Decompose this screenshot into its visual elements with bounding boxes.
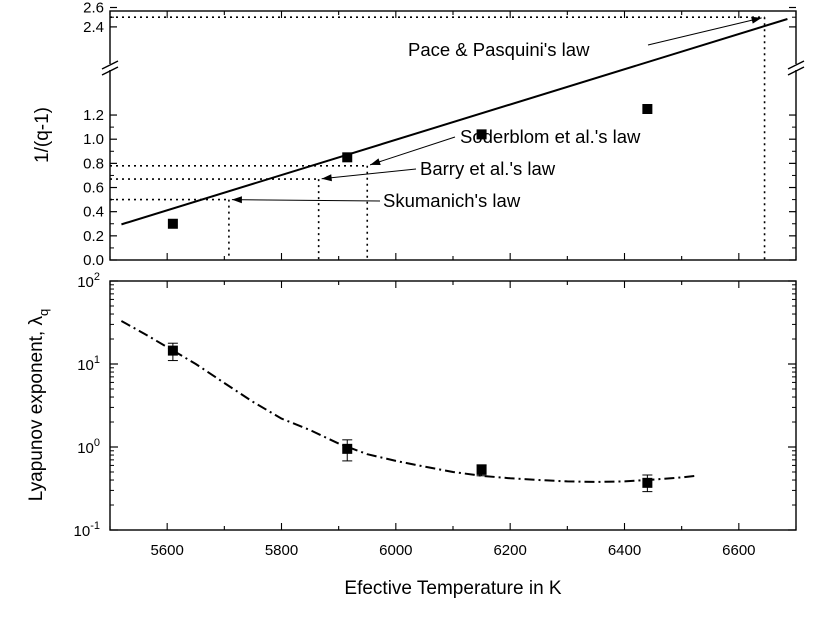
- tick-base: 10: [77, 274, 94, 291]
- law-arrow-head: [321, 174, 332, 182]
- top-fit-line: [121, 18, 788, 226]
- top-y-tick-label-upper: 2.6: [83, 0, 104, 17]
- tick-exponent: 1: [94, 354, 100, 366]
- bottom-ticks: [109, 280, 797, 531]
- axis-break-slash: [101, 60, 119, 70]
- top-y-tick-label: 0.6: [83, 180, 104, 197]
- x-tick-label: 5800: [265, 542, 298, 559]
- x-tick-label: 5600: [150, 542, 183, 559]
- tick-base: 10: [77, 440, 94, 457]
- law-arrow-shaft: [369, 136, 456, 166]
- tick-exponent: -1: [90, 520, 100, 532]
- top-reference-lines: [110, 16, 766, 260]
- x-tick-label: 6000: [379, 542, 412, 559]
- top-data-point: [167, 218, 178, 229]
- bottom-y-tick-label: 101: [77, 354, 100, 374]
- law-arrow-head: [231, 196, 242, 204]
- law-arrow-shaft: [647, 17, 762, 46]
- axis-break-slash: [787, 66, 805, 76]
- x-tick-label: 6200: [493, 542, 526, 559]
- tick-exponent: 2: [94, 271, 100, 283]
- law-arrow-shaft: [231, 199, 381, 202]
- bottom-data-point: [342, 443, 353, 454]
- top-y-tick-label: 0.4: [83, 204, 104, 221]
- x-axis-title: Efective Temperature in K: [344, 578, 562, 599]
- top-y-tick-label: 0.8: [83, 155, 104, 172]
- axis-break-slash: [101, 66, 119, 76]
- tick-exponent: 0: [94, 437, 100, 449]
- law-arrow-shaft: [321, 168, 417, 180]
- top-y-tick-label: 1.0: [83, 131, 104, 148]
- bottom-y-axis-subscript: q: [36, 309, 51, 316]
- top-y-axis-title: 1/(q-1): [32, 107, 53, 163]
- top-data-points: [167, 104, 653, 229]
- top-y-tick-label-upper: 2.4: [83, 19, 104, 36]
- top-data-point: [342, 152, 353, 163]
- top-tick-labels: 0.0 0.2 0.4 0.6 0.8 1.0 1.2 2.4 2.6: [83, 0, 104, 269]
- top-ticks: [109, 6, 797, 261]
- bottom-data-point: [642, 477, 653, 488]
- top-y-tick-label: 0.0: [83, 252, 104, 269]
- law-label-pace: Pace & Pasquini's law: [408, 39, 590, 60]
- x-tick-label: 6600: [722, 542, 755, 559]
- x-tick-label: 6400: [608, 542, 641, 559]
- bottom-y-axis-title: Lyapunov exponent, λq: [26, 309, 51, 501]
- bottom-panel-frame: [109, 280, 797, 531]
- top-data-point: [476, 129, 487, 140]
- law-arrow-head: [370, 158, 381, 166]
- axis-break-slash: [787, 60, 805, 70]
- bottom-data-point: [167, 345, 178, 356]
- top-y-tick-label: 1.2: [83, 107, 104, 124]
- axis-break: [101, 60, 805, 76]
- fit-line: [121, 18, 788, 226]
- tick-base: 10: [77, 357, 94, 374]
- top-panel: 0.0 0.2 0.4 0.6 0.8 1.0 1.2 2.4 2.6 Pace & Pasqu…: [32, 0, 805, 269]
- law-label-barry: Barry et al.'s law: [420, 158, 556, 179]
- bottom-data-point: [476, 464, 487, 475]
- bottom-y-axis-title-text: Lyapunov exponent, λ: [26, 316, 47, 502]
- tick-base: 10: [74, 523, 91, 540]
- law-arrows: [231, 16, 762, 204]
- bottom-y-tick-label: 10-1: [74, 520, 100, 540]
- law-label-skumanich: Skumanich's law: [383, 190, 521, 211]
- bottom-y-tick-label: 102: [77, 271, 100, 291]
- axis-break-gap: [102, 64, 118, 70]
- lyapunov-fit-curve: [120, 320, 697, 483]
- law-label-soderblom: Soderblom et al.'s law: [460, 126, 641, 147]
- bottom-data-points: [167, 342, 653, 493]
- top-data-point: [642, 104, 653, 114]
- bottom-y-tick-label: 100: [77, 437, 100, 457]
- top-y-tick-label: 0.2: [83, 228, 104, 245]
- bottom-fit-curve: [120, 320, 697, 483]
- axis-break-gap: [788, 64, 804, 70]
- law-arrow-head: [751, 16, 762, 24]
